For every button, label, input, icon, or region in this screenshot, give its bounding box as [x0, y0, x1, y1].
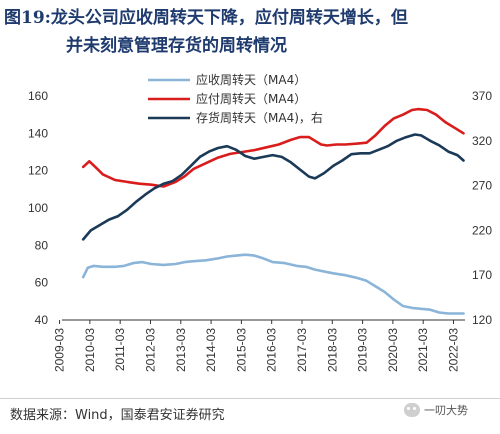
- chart-tick-labels: 2009-03 2010-03 2011-03 2012-03 2013-03 2014-…: [28, 89, 492, 372]
- x-tick-label: 2019-03: [356, 328, 370, 372]
- chart-axes: [59, 319, 465, 324]
- y-left-tick-label: 40: [35, 313, 49, 327]
- y-right-tick-label: 270: [472, 179, 492, 193]
- line-chart: 应收周转天（MA4） 应付周转天（MA4） 存货周转天（MA4)，右 2009-03…: [28, 72, 492, 372]
- legend-inventory-label: 存货周转天（MA4)，右: [196, 110, 323, 125]
- x-tick-label: 2017-03: [295, 328, 309, 372]
- source-note: 数据来源：Wind，国泰君安证券研究: [10, 408, 225, 423]
- y-right-tick-label: 370: [472, 89, 492, 103]
- footer-divider: [0, 398, 500, 399]
- y-right-tick-label: 170: [472, 268, 492, 282]
- figure-title-line2: 并未刻意管理存货的周转情况: [66, 36, 287, 56]
- watermark-text: 一叨大势: [424, 404, 468, 417]
- x-tick-label: 2013-03: [174, 328, 188, 372]
- y-left-tick-label: 80: [35, 238, 49, 252]
- x-tick-label: 2012-03: [143, 328, 157, 372]
- x-tick-label: 2010-03: [83, 328, 97, 372]
- x-tick-label: 2021-03: [416, 328, 430, 372]
- x-tick-label: 2022-03: [446, 328, 460, 372]
- y-right-tick-label: 220: [472, 223, 492, 237]
- x-tick-label: 2018-03: [325, 328, 339, 372]
- figure-title-line1: 图19:龙头公司应收周转天下降，应付周转天增长，但: [4, 8, 408, 28]
- receivable-days-line: [81, 253, 465, 315]
- inventory-days-line: [81, 133, 465, 241]
- y-right-tick-label: 320: [472, 134, 492, 148]
- x-tick-label: 2014-03: [204, 328, 218, 372]
- x-tick-label: 2011-03: [113, 328, 127, 371]
- x-tick-label: 2015-03: [234, 328, 248, 372]
- x-tick-label: 2009-03: [53, 328, 67, 372]
- legend-payable-label: 应付周转天（MA4）: [196, 91, 306, 106]
- y-left-tick-label: 160: [28, 89, 48, 103]
- watermark: 一叨大势: [404, 402, 468, 418]
- wechat-icon: [404, 403, 420, 417]
- y-left-tick-label: 60: [35, 276, 49, 290]
- y-left-tick-label: 120: [28, 164, 48, 178]
- payable-days-line: [81, 107, 465, 188]
- x-tick-label: 2020-03: [386, 328, 400, 372]
- chart-series: [81, 107, 465, 315]
- figure-title: 图19:龙头公司应收周转天下降，应付周转天增长，但 并未刻意管理存货的周转情况: [4, 4, 496, 60]
- legend-receivable-label: 应收周转天（MA4）: [196, 72, 306, 87]
- y-left-tick-label: 100: [28, 201, 48, 215]
- chart-legend: 应收周转天（MA4） 应付周转天（MA4） 存货周转天（MA4)，右: [148, 72, 323, 125]
- x-tick-label: 2016-03: [265, 328, 279, 372]
- y-right-tick-label: 120: [472, 313, 492, 327]
- y-left-tick-label: 140: [28, 126, 48, 140]
